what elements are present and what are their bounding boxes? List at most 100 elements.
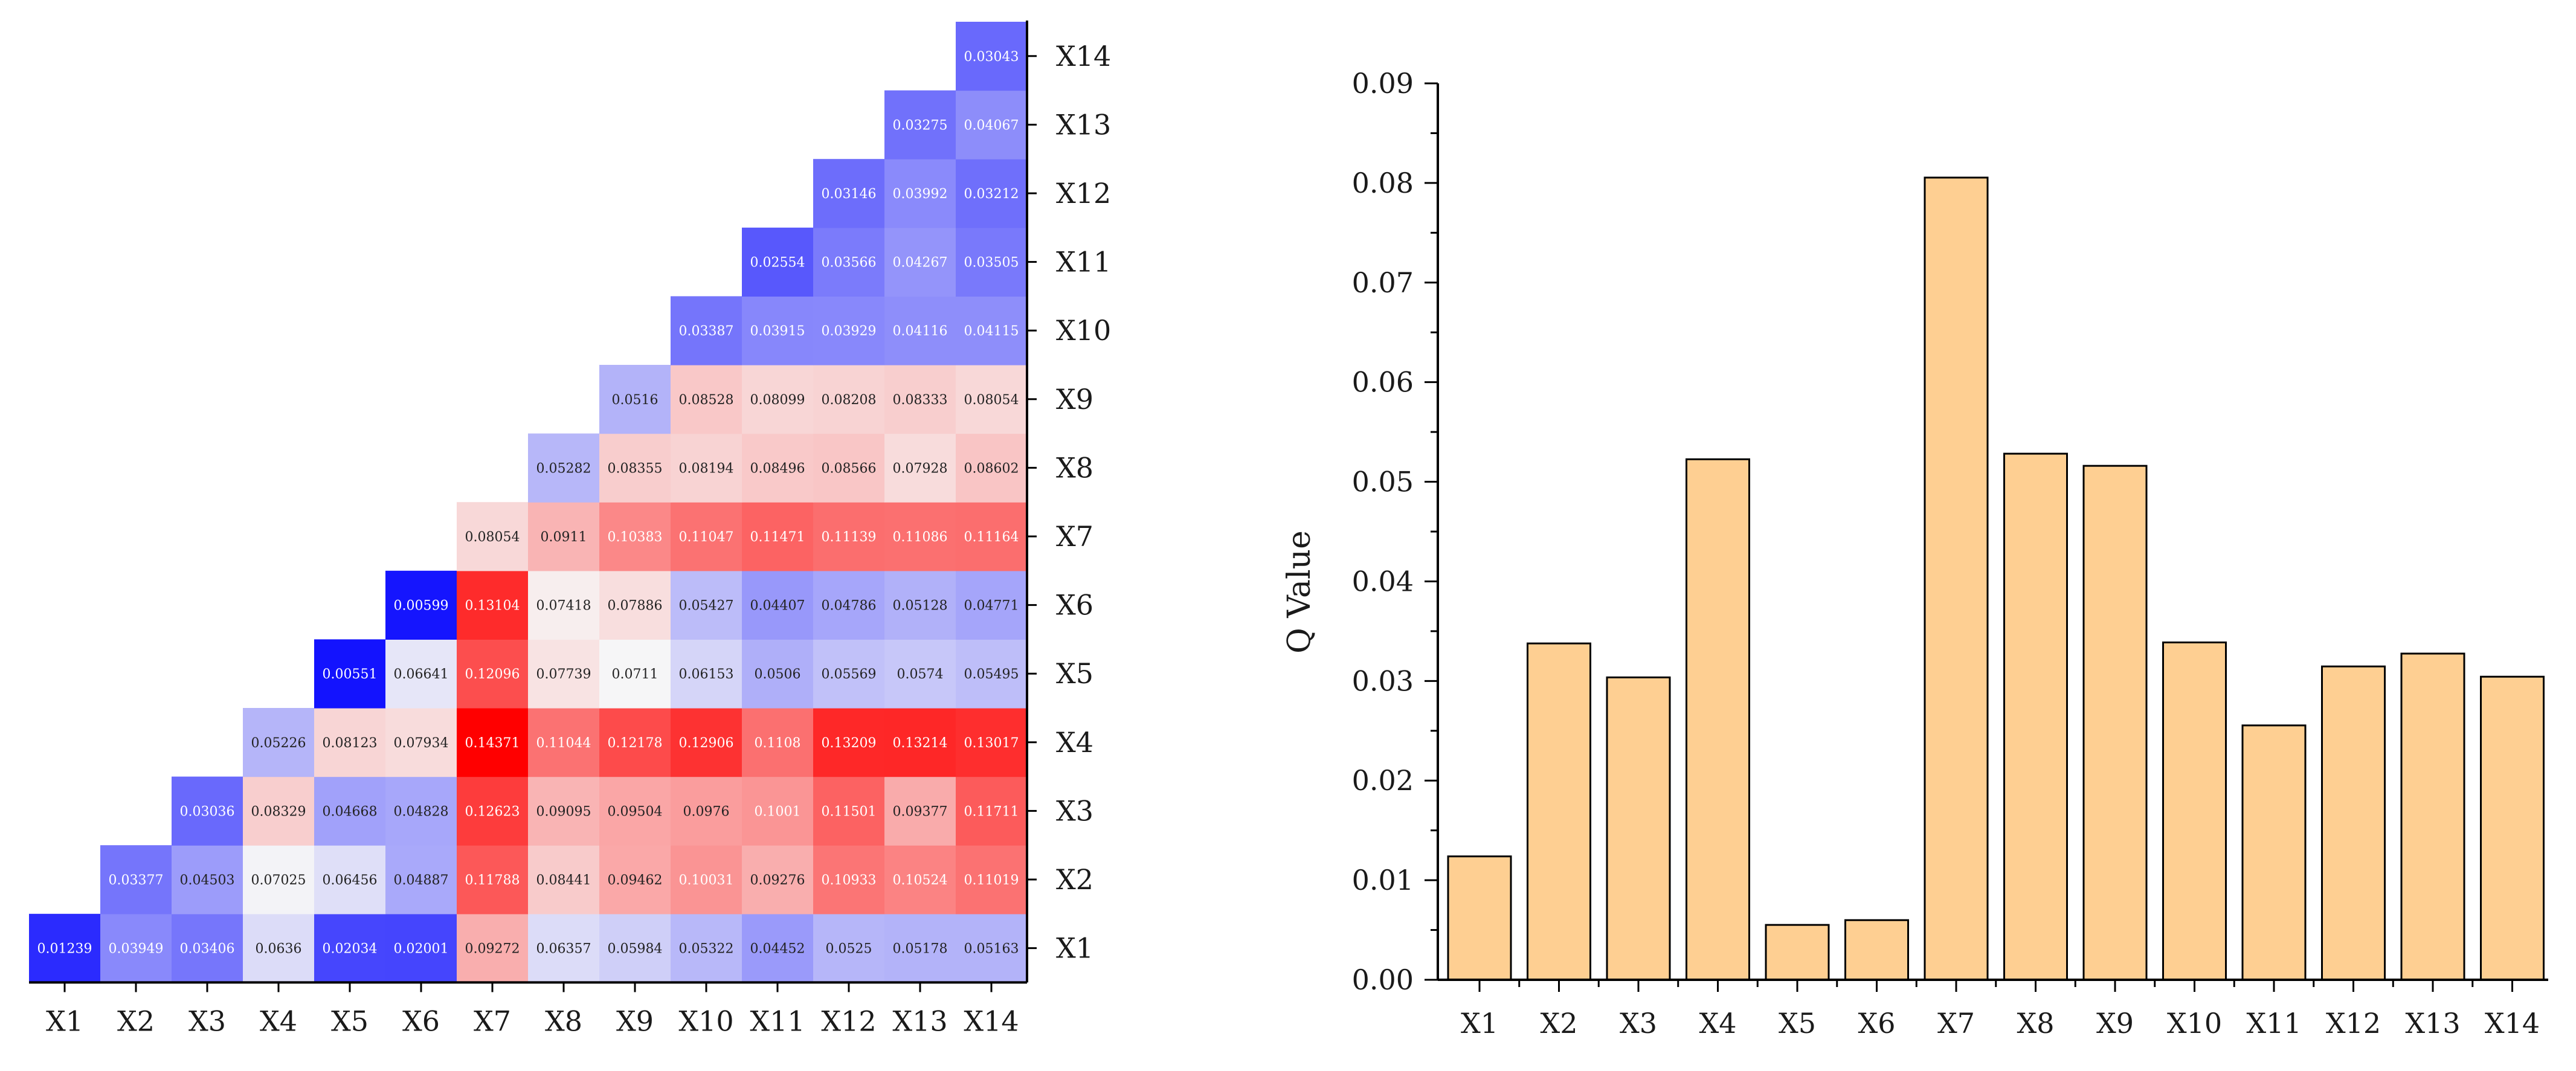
heatmap-cell-r2-c6 xyxy=(385,845,457,915)
heatmap-cell-r6-c9 xyxy=(599,570,671,640)
heatmap-cell-label: 0.03043 xyxy=(964,50,1019,65)
heatmap-cell-r9-c9 xyxy=(599,365,671,434)
heatmap-cell-r4-c7 xyxy=(457,708,529,777)
heatmap-cell-r12-c12 xyxy=(813,159,885,228)
heatmap-cell-r3-c11 xyxy=(742,776,814,846)
heatmap-cell-label: 0.04668 xyxy=(323,804,378,819)
heatmap-cell-label: 0.12178 xyxy=(608,736,663,751)
bar-x-tick-label: X4 xyxy=(1699,1007,1736,1040)
heatmap-cell-r8-c8 xyxy=(528,433,600,503)
bar-x-tick-label: X3 xyxy=(1620,1007,1657,1040)
bar-x11 xyxy=(2241,724,2307,981)
heatmap-cell-label: 0.09377 xyxy=(893,804,948,819)
heatmap-cell-r1-c8 xyxy=(528,913,600,983)
heatmap-y-tick-label: X3 xyxy=(1056,794,1093,827)
heatmap-cell-label: 0.03915 xyxy=(750,324,805,339)
heatmap-cell-r2-c10 xyxy=(671,845,742,915)
heatmap-cell-label: 0.04828 xyxy=(394,804,449,819)
heatmap-cell-r7-c12 xyxy=(813,502,885,571)
heatmap-cell-r4-c5 xyxy=(314,708,386,777)
heatmap-cell-label: 0.09504 xyxy=(608,804,663,819)
heatmap-x-tick-label: X13 xyxy=(892,1005,947,1037)
heatmap-cell-label: 0.13104 xyxy=(465,599,520,614)
heatmap-cell-label: 0.08054 xyxy=(964,393,1019,408)
bar-x-tick-label: X7 xyxy=(1937,1007,1975,1040)
heatmap-cell-label: 0.0711 xyxy=(612,667,658,682)
heatmap-cell-label: 0.13214 xyxy=(893,736,948,751)
bar-x-tick-label: X5 xyxy=(1779,1007,1816,1040)
heatmap-cell-r9-c14 xyxy=(956,365,1028,434)
heatmap-cell-label: 0.0506 xyxy=(755,667,801,682)
heatmap-cell-label: 0.12906 xyxy=(679,736,734,751)
bar-x-tick-label: X9 xyxy=(2096,1007,2134,1040)
bar-x-tick-label: X11 xyxy=(2246,1007,2301,1040)
heatmap-cell-r11-c14 xyxy=(956,227,1028,297)
heatmap-cell-r10-c10 xyxy=(671,296,742,365)
heatmap-cell-r3-c13 xyxy=(884,776,956,846)
heatmap-cell-label: 0.11788 xyxy=(465,873,520,888)
heatmap-cell-r4-c9 xyxy=(599,708,671,777)
heatmap-cell-r3-c3 xyxy=(172,776,243,846)
heatmap-cell-label: 0.08054 xyxy=(465,530,520,545)
heatmap-cell-label: 0.08099 xyxy=(750,393,805,408)
heatmap-cell-r1-c11 xyxy=(742,913,814,983)
heatmap-cell-label: 0.0525 xyxy=(826,942,872,957)
heatmap-y-tick-label: X4 xyxy=(1056,726,1093,759)
bar-x-tick-label: X8 xyxy=(2017,1007,2054,1040)
heatmap-cell-r1-c13 xyxy=(884,913,956,983)
heatmap-cell-r7-c7 xyxy=(457,502,529,571)
heatmap-cell-label: 0.06456 xyxy=(323,873,378,888)
heatmap-cell-label: 0.08355 xyxy=(608,461,663,476)
heatmap-cell-label: 0.12623 xyxy=(465,804,520,819)
heatmap-y-tick-label: X1 xyxy=(1056,932,1093,965)
heatmap-cell-r2-c13 xyxy=(884,845,956,915)
heatmap-cell-r4-c14 xyxy=(956,708,1028,777)
heatmap-cell-r6-c8 xyxy=(528,570,600,640)
heatmap-cell-r9-c11 xyxy=(742,365,814,434)
heatmap-cell-label: 0.03505 xyxy=(964,256,1019,271)
heatmap-cell-label: 0.0911 xyxy=(541,530,587,545)
heatmap-cell-r4-c4 xyxy=(243,708,315,777)
heatmap-cell-label: 0.04503 xyxy=(180,873,235,888)
heatmap-cell-label: 0.03387 xyxy=(679,324,734,339)
heatmap-cell-label: 0.04771 xyxy=(964,599,1019,614)
bar-x4 xyxy=(1686,458,1750,981)
bar-y-tick-label: 0.03 xyxy=(1352,664,1414,697)
heatmap-cell-r5-c5 xyxy=(314,639,386,709)
heatmap-cell-r5-c6 xyxy=(385,639,457,709)
bar-x12 xyxy=(2321,665,2386,981)
heatmap-cell-r3-c4 xyxy=(243,776,315,846)
heatmap-cell-r1-c1 xyxy=(29,913,101,983)
heatmap-cell-r6-c14 xyxy=(956,570,1028,640)
heatmap-cell-r2-c11 xyxy=(742,845,814,915)
bar-x-tick-label: X14 xyxy=(2485,1007,2540,1040)
heatmap-y-tick-label: X13 xyxy=(1056,108,1111,141)
heatmap-cell-r2-c3 xyxy=(172,845,243,915)
heatmap-cell-label: 0.10524 xyxy=(893,873,948,888)
heatmap-cell-r5-c10 xyxy=(671,639,742,709)
heatmap-cell-r8-c11 xyxy=(742,433,814,503)
bar-y-tick-label: 0.05 xyxy=(1352,466,1414,498)
heatmap-cell-label: 0.08329 xyxy=(251,804,306,819)
heatmap-cell-label: 0.08333 xyxy=(893,393,948,408)
heatmap-cell-label: 0.09272 xyxy=(465,942,520,957)
heatmap-cell-label: 0.05495 xyxy=(964,667,1019,682)
heatmap-cell-label: 0.00599 xyxy=(394,599,449,614)
bar-x13 xyxy=(2400,652,2465,981)
heatmap-cell-r10-c12 xyxy=(813,296,885,365)
heatmap-cell-label: 0.11711 xyxy=(964,804,1019,819)
heatmap-cell-label: 0.10933 xyxy=(822,873,877,888)
heatmap-cell-label: 0.1001 xyxy=(755,804,801,819)
heatmap-cell-label: 0.05178 xyxy=(893,942,948,957)
heatmap-cell-label: 0.01239 xyxy=(37,942,92,957)
heatmap-y-tick-label: X11 xyxy=(1056,246,1111,278)
bar-y-tick-label: 0.08 xyxy=(1352,167,1414,199)
heatmap-cell-label: 0.03992 xyxy=(893,187,948,202)
heatmap-cell-r4-c10 xyxy=(671,708,742,777)
heatmap-y-tick-label: X9 xyxy=(1056,383,1093,416)
heatmap-x-tick-label: X2 xyxy=(117,1005,155,1037)
heatmap-cell-label: 0.00551 xyxy=(323,667,378,682)
heatmap-cell-r1-c14 xyxy=(956,913,1028,983)
heatmap-cell-r2-c12 xyxy=(813,845,885,915)
